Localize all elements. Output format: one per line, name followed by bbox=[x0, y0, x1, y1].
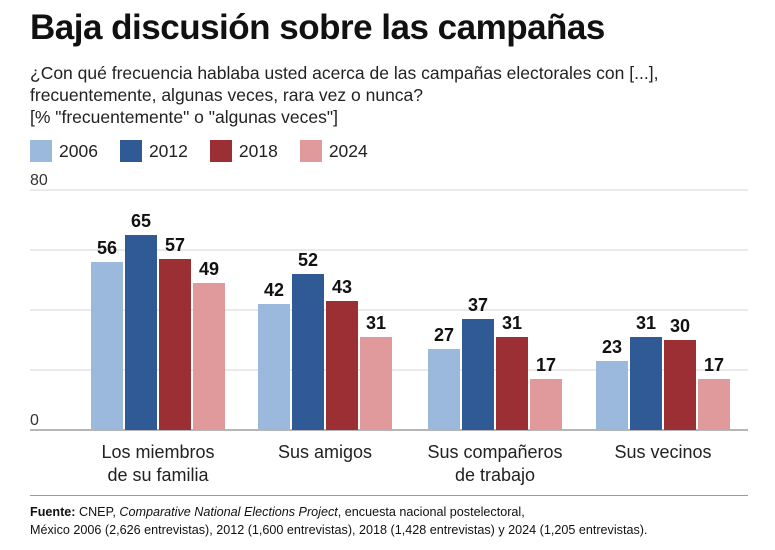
legend-item-2006: 2006 bbox=[30, 140, 98, 162]
data-label: 52 bbox=[298, 250, 318, 270]
y-tick-label: 80 bbox=[30, 172, 48, 189]
bar-2024-1 bbox=[360, 337, 392, 430]
bar-2006-0 bbox=[91, 262, 123, 430]
legend: 2006 2012 2018 2024 bbox=[30, 140, 390, 162]
category-label: Sus amigos bbox=[278, 442, 372, 462]
legend-label: 2024 bbox=[328, 140, 368, 161]
category-label: Los miembros bbox=[101, 442, 214, 462]
data-label: 23 bbox=[602, 337, 622, 357]
source-note: Fuente: CNEP, Comparative National Elect… bbox=[30, 503, 770, 539]
category-label: de su familia bbox=[107, 465, 209, 485]
data-label: 65 bbox=[131, 211, 151, 231]
legend-swatch bbox=[30, 140, 52, 162]
data-label: 31 bbox=[636, 313, 656, 333]
legend-item-2024: 2024 bbox=[299, 140, 368, 162]
legend-swatch bbox=[209, 140, 232, 162]
subtitle-note: [% "frecuentemente" o "algunas veces"] bbox=[30, 107, 338, 127]
bar-2012-3 bbox=[630, 337, 662, 430]
y-tick-label: 0 bbox=[30, 412, 39, 429]
source-text2: , encuesta nacional postelectoral, bbox=[337, 505, 525, 519]
bar-2006-2 bbox=[428, 349, 460, 430]
bar-2018-2 bbox=[496, 337, 528, 430]
legend-swatch bbox=[119, 140, 142, 162]
bar-2012-2 bbox=[462, 319, 494, 430]
category-label: Sus compañeros bbox=[427, 442, 562, 462]
data-label: 17 bbox=[536, 355, 556, 375]
data-label: 42 bbox=[264, 280, 284, 300]
bar-2018-1 bbox=[326, 301, 358, 430]
source-text1: CNEP, bbox=[75, 505, 120, 519]
bar-2018-0 bbox=[159, 259, 191, 430]
legend-label: 2012 bbox=[148, 140, 188, 161]
bar-2024-0 bbox=[193, 283, 225, 430]
footer-divider bbox=[30, 495, 748, 496]
source-line1: Fuente: CNEP, Comparative National Elect… bbox=[30, 503, 770, 521]
legend-item-2018: 2018 bbox=[209, 140, 278, 162]
data-label: 27 bbox=[434, 325, 454, 345]
data-label: 30 bbox=[670, 316, 690, 336]
data-label: 57 bbox=[165, 235, 185, 255]
subtitle-question-line1: ¿Con qué frecuencia hablaba usted acerca… bbox=[30, 63, 659, 83]
data-label: 43 bbox=[332, 277, 352, 297]
legend-label: 2018 bbox=[238, 140, 278, 161]
bar-2024-3 bbox=[698, 379, 730, 430]
chart-title: Baja discusión sobre las campañas bbox=[30, 8, 605, 47]
subtitle-question-line2: frecuentemente, algunas veces, rara vez … bbox=[30, 85, 424, 105]
legend-swatch bbox=[299, 140, 322, 162]
bar-2018-3 bbox=[664, 340, 696, 430]
data-label: 31 bbox=[502, 313, 522, 333]
data-label: 17 bbox=[704, 355, 724, 375]
source-line2: México 2006 (2,626 entrevistas), 2012 (1… bbox=[30, 523, 648, 537]
chart-subtitle: ¿Con qué frecuencia hablaba usted acerca… bbox=[30, 62, 760, 128]
source-italic: Comparative National Elections Project bbox=[119, 505, 338, 519]
legend-label: 2006 bbox=[59, 140, 98, 161]
category-label: Sus vecinos bbox=[614, 442, 711, 462]
data-label: 31 bbox=[366, 313, 386, 333]
data-label: 49 bbox=[199, 259, 219, 279]
bar-chart: 0 80 56 65 57 49 Los miembros de su familia 42 52… bbox=[30, 172, 748, 485]
category-label: de trabajo bbox=[455, 465, 535, 485]
bar-2012-0 bbox=[125, 235, 157, 430]
data-label: 56 bbox=[97, 238, 117, 258]
bar-2024-2 bbox=[530, 379, 562, 430]
bar-2012-1 bbox=[292, 274, 324, 430]
data-label: 37 bbox=[468, 295, 488, 315]
source-label: Fuente: bbox=[30, 505, 76, 519]
bar-2006-1 bbox=[258, 304, 290, 430]
bar-2006-3 bbox=[596, 361, 628, 430]
legend-item-2012: 2012 bbox=[119, 140, 188, 162]
